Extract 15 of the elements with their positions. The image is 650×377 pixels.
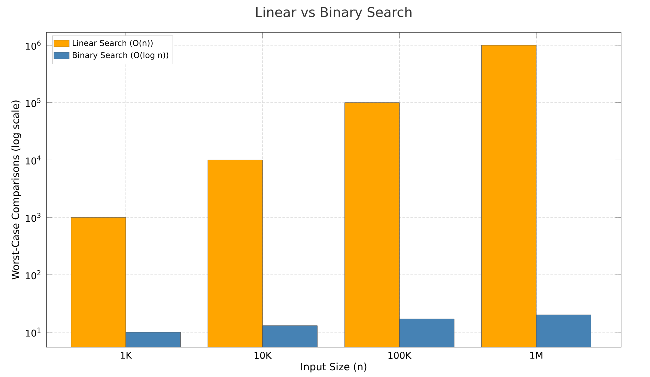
x-axis-title: Input Size (n) bbox=[302, 362, 367, 373]
y-axis-title: Worst-Case Comparisons (log scale) bbox=[12, 100, 22, 280]
x-tick-label: 1K bbox=[121, 352, 132, 359]
y-tick-label: 10$^{3}$ bbox=[26, 213, 41, 222]
y-tick-label: 10$^{5}$ bbox=[26, 98, 41, 108]
y-tick-label: 10$^{2}$ bbox=[26, 270, 41, 280]
x-tick-label: 100K bbox=[388, 352, 412, 360]
chart-title: Linear vs Binary Search bbox=[256, 7, 412, 20]
y-tick-label: 10$^{4}$ bbox=[26, 156, 41, 165]
x-tick-label: 1M bbox=[530, 352, 543, 359]
y-tick-label: 10$^{1}$ bbox=[26, 328, 41, 337]
legend-label: Linear Search (O(n)) bbox=[73, 40, 153, 48]
legend-label: Binary Search (O(log n)) bbox=[73, 52, 168, 60]
x-tick-label: 10K bbox=[254, 352, 272, 360]
y-tick-label: 10$^{6}$ bbox=[26, 40, 41, 50]
